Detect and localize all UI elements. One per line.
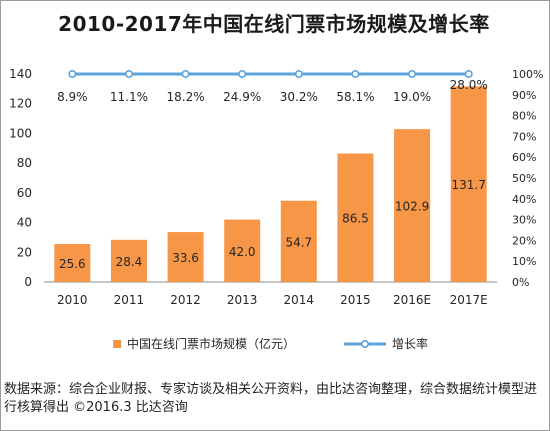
y-left-tick-label: 60 — [17, 186, 32, 200]
x-tick-label: 2012 — [170, 293, 201, 307]
growth-rate-point — [68, 70, 77, 79]
chart-title: 2010-2017年中国在线门票市场规模及增长率 — [58, 12, 490, 36]
bar — [167, 232, 204, 282]
y-right-tick-label: 40% — [512, 193, 536, 206]
bar — [394, 129, 431, 282]
bar-value-label: 42.0 — [229, 245, 256, 259]
bar — [110, 239, 147, 282]
growth-rate-label: 58.1% — [336, 90, 374, 104]
y-left-tick-label: 140 — [9, 67, 32, 81]
growth-rate-point — [408, 70, 417, 79]
legend-bar-swatch — [113, 340, 121, 348]
growth-rate-point — [181, 70, 190, 79]
bar-value-label: 33.6 — [172, 251, 199, 265]
y-right-tick-label: 70% — [512, 130, 536, 143]
bar — [54, 243, 91, 282]
y-left-tick-label: 80 — [17, 156, 32, 170]
legend-bar-label: 中国在线门票市场规模（亿元） — [127, 336, 295, 351]
x-tick-label: 2014 — [284, 293, 315, 307]
y-right-tick-label: 20% — [512, 234, 536, 247]
growth-rate-label: 18.2% — [167, 90, 205, 104]
growth-rate-label: 28.0% — [450, 78, 488, 92]
bar — [337, 153, 374, 282]
x-tick-label: 2013 — [227, 293, 258, 307]
growth-rate-label: 8.9% — [57, 90, 88, 104]
x-tick-label: 2017E — [450, 293, 488, 307]
x-tick-label: 2010 — [57, 293, 88, 307]
growth-rate-label: 19.0% — [393, 90, 431, 104]
y-right-tick-label: 80% — [512, 110, 536, 123]
growth-rate-point — [294, 70, 303, 79]
y-right-tick-label: 0% — [512, 276, 529, 289]
bar-value-label: 102.9 — [395, 200, 429, 214]
y-right-tick-label: 60% — [512, 151, 536, 164]
growth-rate-point — [464, 70, 473, 79]
bar-value-label: 131.7 — [452, 178, 486, 192]
y-right-tick-label: 50% — [512, 172, 536, 185]
bar — [280, 200, 317, 282]
growth-rate-point — [124, 70, 133, 79]
source-note: 数据来源：综合企业财报、专家访谈及相关公开资料，由比达咨询整理，综合数据统计模型… — [4, 382, 538, 415]
y-right-tick-label: 10% — [512, 255, 536, 268]
growth-rate-label: 30.2% — [280, 90, 318, 104]
x-tick-label: 2015 — [340, 293, 371, 307]
legend-line-marker — [360, 339, 369, 348]
x-tick-label: 2016E — [393, 293, 431, 307]
y-right-tick-label: 100% — [512, 68, 543, 81]
bar-value-label: 86.5 — [342, 212, 369, 226]
y-left-tick-label: 40 — [17, 216, 32, 230]
bar — [450, 86, 487, 283]
y-left-tick-label: 100 — [9, 126, 32, 140]
bar — [224, 219, 261, 282]
y-left-tick-label: 20 — [17, 245, 32, 259]
growth-rate-point — [351, 70, 360, 79]
bar-value-label: 28.4 — [116, 255, 143, 269]
growth-rate-label: 11.1% — [110, 90, 148, 104]
y-right-tick-label: 30% — [512, 214, 536, 227]
bar-value-label: 54.7 — [285, 235, 312, 249]
growth-rate-point — [238, 70, 247, 79]
y-right-tick-label: 90% — [512, 89, 536, 102]
legend-line-label: 增长率 — [392, 336, 428, 351]
x-tick-label: 2011 — [114, 293, 145, 307]
growth-rate-label: 24.9% — [223, 90, 261, 104]
y-left-tick-label: 0 — [24, 275, 32, 289]
bar-value-label: 25.6 — [59, 257, 86, 271]
y-left-tick-label: 120 — [9, 97, 32, 111]
